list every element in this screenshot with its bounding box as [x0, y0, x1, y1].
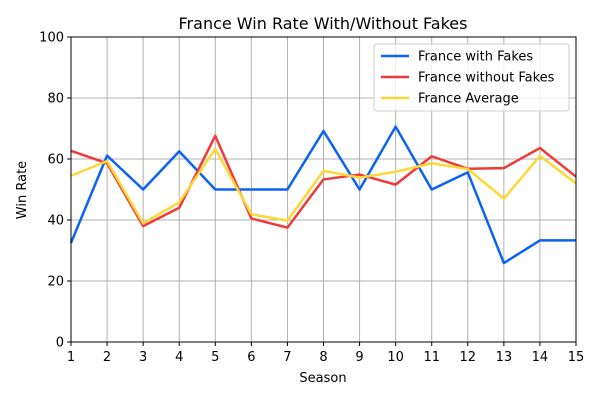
x-tick-label: 15 — [568, 350, 585, 365]
x-tick-label: 10 — [387, 350, 404, 365]
legend-label: France Average — [418, 92, 519, 107]
x-tick-label: 6 — [247, 350, 255, 365]
x-tick-label: 5 — [211, 350, 219, 365]
y-tick-label: 100 — [39, 31, 64, 46]
series-line-1 — [69, 125, 576, 265]
x-tick-label: 14 — [532, 350, 549, 365]
x-tick-label: 1 — [67, 350, 75, 365]
x-tick-label: 4 — [175, 350, 183, 365]
x-tick-label: 12 — [460, 350, 477, 365]
y-tick-label: 60 — [47, 153, 64, 168]
x-tick-label: 7 — [283, 350, 291, 365]
x-tick-label: 11 — [423, 350, 440, 365]
x-tick-label: 3 — [139, 350, 147, 365]
series-line-2 — [70, 134, 577, 229]
series-line-3 — [70, 147, 577, 225]
legend: France with Fakes France without Fakes Fra… — [373, 43, 570, 112]
x-tick-label: 8 — [319, 350, 327, 365]
chart-title: France Win Rate With/Without Fakes — [179, 14, 468, 33]
legend-label: France without Fakes — [418, 71, 555, 86]
x-tick-label: 2 — [103, 350, 111, 365]
series-lines — [69, 125, 577, 265]
x-axis-label: Season — [299, 371, 346, 386]
y-axis-label: Win Rate — [15, 161, 30, 219]
y-tick-label: 80 — [47, 92, 64, 107]
y-tick-label: 20 — [47, 275, 64, 290]
y-tick-label: 0 — [56, 336, 64, 351]
x-tick-label: 9 — [355, 350, 363, 365]
x-tick-label: 13 — [496, 350, 513, 365]
y-tick-label: 40 — [47, 214, 64, 229]
legend-label: France with Fakes — [418, 50, 533, 65]
legend-box — [373, 43, 570, 112]
